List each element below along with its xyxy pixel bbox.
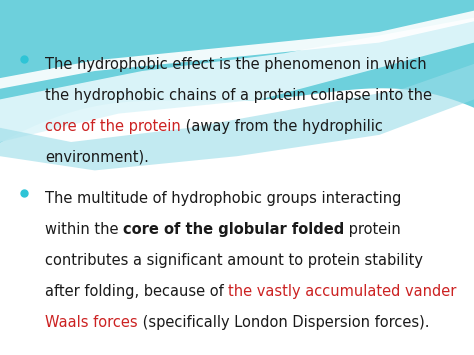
Text: (away from the hydrophilic: (away from the hydrophilic	[181, 119, 383, 133]
Text: protein: protein	[345, 222, 401, 237]
Polygon shape	[0, 64, 474, 170]
Polygon shape	[0, 18, 474, 142]
Text: (specifically London Dispersion forces).: (specifically London Dispersion forces).	[137, 315, 429, 329]
Text: contributes a significant amount to protein stability: contributes a significant amount to prot…	[45, 253, 423, 268]
Text: core of the protein: core of the protein	[45, 119, 181, 133]
Text: the vastly accumulated vander: the vastly accumulated vander	[228, 284, 457, 299]
Text: The hydrophobic effect is the phenomenon in which: The hydrophobic effect is the phenomenon…	[45, 57, 427, 72]
Text: environment).: environment).	[45, 149, 149, 164]
Text: the hydrophobic chains of a protein collapse into the: the hydrophobic chains of a protein coll…	[45, 88, 432, 103]
Text: after folding, because of: after folding, because of	[45, 284, 228, 299]
Polygon shape	[0, 0, 474, 143]
Text: The multitude of hydrophobic groups interacting: The multitude of hydrophobic groups inte…	[45, 191, 401, 206]
Text: within the: within the	[45, 222, 123, 237]
Text: Waals forces: Waals forces	[45, 315, 137, 329]
Text: core of the globular folded: core of the globular folded	[123, 222, 345, 237]
Polygon shape	[0, 11, 474, 89]
